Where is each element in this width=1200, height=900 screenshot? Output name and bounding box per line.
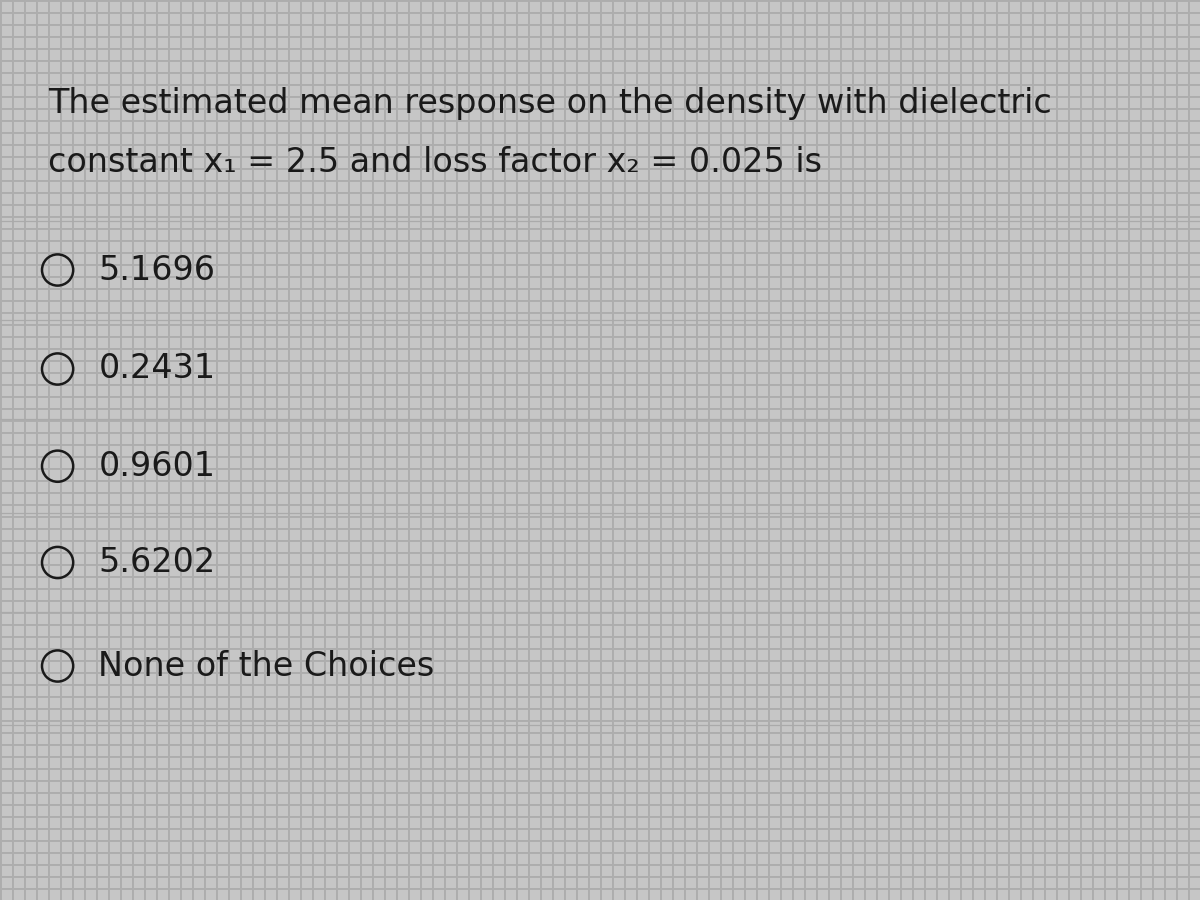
Text: constant x₁ = 2.5 and loss factor x₂ = 0.025 is: constant x₁ = 2.5 and loss factor x₂ = 0…: [48, 146, 822, 178]
Text: 5.1696: 5.1696: [98, 254, 216, 286]
Text: The estimated mean response on the density with dielectric: The estimated mean response on the densi…: [48, 87, 1051, 120]
Text: None of the Choices: None of the Choices: [98, 650, 434, 682]
Text: 0.2431: 0.2431: [98, 353, 216, 385]
Text: 0.9601: 0.9601: [98, 450, 216, 482]
Text: 5.6202: 5.6202: [98, 546, 216, 579]
